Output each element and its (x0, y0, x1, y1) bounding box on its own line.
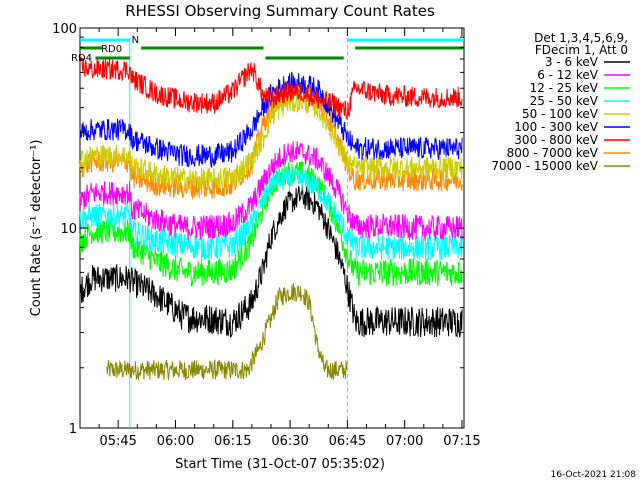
series-line (79, 56, 463, 120)
legend-entry: 3 - 6 keV (545, 55, 599, 69)
legend-entry: 50 - 100 keV (522, 107, 599, 121)
chart-title: RHESSI Observing Summary Count Rates (125, 2, 435, 20)
x-tick-label: 07:15 (443, 434, 480, 449)
x-axis-label: Start Time (31-Oct-07 05:35:02) (175, 457, 385, 472)
y-tick-label: 100 (52, 22, 77, 37)
legend-entry: 6 - 12 keV (537, 68, 599, 82)
legend-entry: 25 - 50 keV (530, 94, 599, 108)
y-axis-label: Count Rate (s⁻¹ detector⁻¹) (29, 140, 44, 317)
legend-header-line-1: Det 1,3,4,5,6,9, (534, 31, 628, 45)
flag-label-n: N (132, 35, 139, 46)
x-tick-label: 06:45 (329, 434, 366, 449)
series-line (106, 283, 348, 380)
y-tick-label: 10 (60, 222, 77, 237)
x-tick-label: 06:30 (271, 434, 308, 449)
legend-entry: 12 - 25 keV (530, 81, 599, 95)
y-axis: 1 10 100 (52, 22, 464, 437)
x-tick-label: 05:45 (99, 434, 136, 449)
legend: Det 1,3,4,5,6,9, FDecim 1, Att 0 3 - 6 k… (491, 31, 630, 173)
legend-entry: 800 - 7000 keV (507, 146, 599, 160)
x-tick-label: 07:00 (386, 434, 423, 449)
y-tick-label: 1 (69, 422, 77, 437)
legend-entry: 300 - 800 keV (514, 133, 598, 147)
series-line (79, 141, 463, 241)
x-tick-label: 06:15 (214, 434, 251, 449)
series-line (79, 91, 463, 192)
x-axis: 05:45 06:00 06:15 06:30 06:45 07:00 07:15 (79, 28, 481, 449)
x-tick-label: 06:00 (157, 434, 194, 449)
legend-header-line-2: FDecim 1, Att 0 (535, 43, 628, 57)
timestamp: 16-Oct-2021 21:08 (551, 470, 637, 480)
series-line (79, 71, 463, 169)
legend-entry: 7000 - 15000 keV (491, 159, 598, 173)
flag-label-rd0: RD0 (101, 44, 122, 55)
plot-area (79, 38, 463, 428)
series-line (79, 166, 463, 261)
legend-entry: 100 - 300 keV (514, 120, 598, 134)
series-line (79, 184, 463, 338)
